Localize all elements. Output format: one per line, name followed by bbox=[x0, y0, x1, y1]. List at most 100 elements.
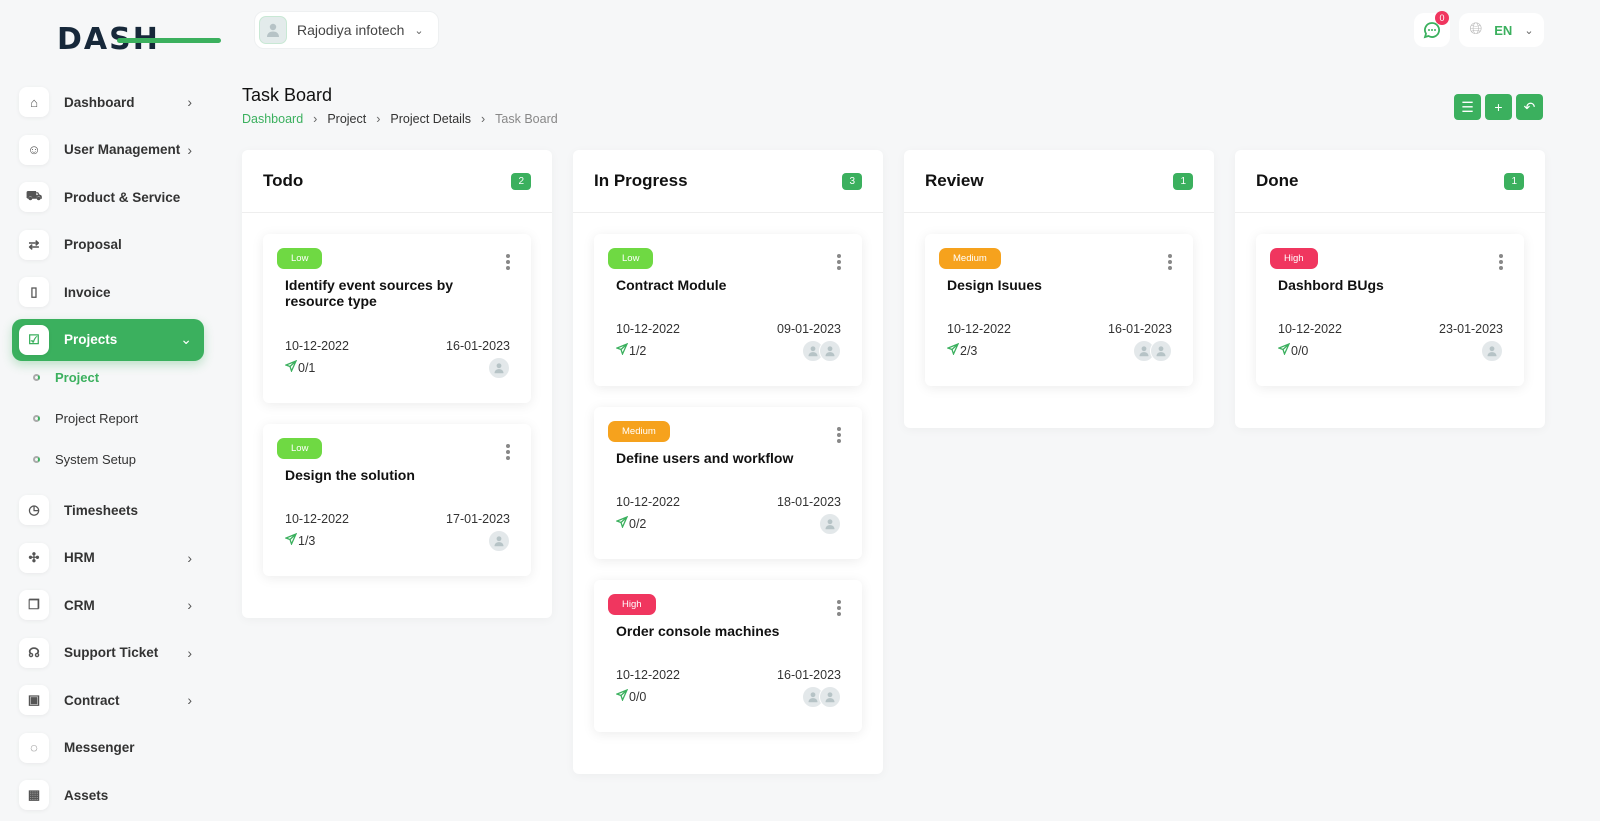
task-card[interactable]: Low Design the solution 10-12-2022 17-01-20… bbox=[263, 424, 531, 576]
avatar[interactable] bbox=[819, 340, 841, 362]
company-selector[interactable]: Rajodiya infotech ⌄ bbox=[254, 11, 439, 49]
task-dates: 10-12-2022 18-01-2023 bbox=[616, 495, 841, 509]
sidebar-item-label: Projects bbox=[64, 332, 118, 347]
sidebar-item-messenger[interactable]: ◌ Messenger bbox=[12, 727, 204, 769]
task-card[interactable]: High Dashbord BUgs 10-12-2022 23-01-2023 0/0 bbox=[1256, 234, 1524, 386]
sidebar-item-label: Contract bbox=[64, 692, 120, 708]
sidebar-item-label: Proposal bbox=[64, 237, 122, 252]
clock-icon: ◷ bbox=[19, 495, 49, 525]
assignees bbox=[1481, 340, 1503, 362]
task-count-badge: 1 bbox=[1504, 172, 1524, 190]
sidebar-item-contract[interactable]: ▣ Contract › bbox=[12, 679, 204, 721]
assignees bbox=[488, 530, 510, 552]
task-title[interactable]: Design Isuues bbox=[947, 277, 1042, 293]
breadcrumb: Dashboard › Project › Project Details › Tas… bbox=[242, 112, 558, 126]
column-header: In Progress 3 bbox=[573, 150, 883, 213]
breadcrumb-project[interactable]: Project bbox=[327, 112, 367, 126]
task-dates: 10-12-2022 23-01-2023 bbox=[1278, 322, 1503, 336]
more-options-icon[interactable] bbox=[837, 427, 841, 443]
task-dates: 10-12-2022 16-01-2023 bbox=[285, 339, 510, 353]
chevron-right-icon: › bbox=[187, 141, 192, 158]
more-options-icon[interactable] bbox=[837, 600, 841, 616]
subtask-value: 0/0 bbox=[1291, 343, 1309, 358]
sidebar-item-user-management[interactable]: ☺ User Management › bbox=[12, 129, 204, 171]
task-dates: 10-12-2022 16-01-2023 bbox=[616, 668, 841, 682]
proposal-icon: ⇄ bbox=[19, 229, 49, 260]
messages-button[interactable]: 0 bbox=[1414, 11, 1450, 47]
task-title[interactable]: Define users and workflow bbox=[616, 450, 794, 466]
more-options-icon[interactable] bbox=[506, 254, 510, 270]
task-card[interactable]: Medium Define users and workflow 10-12-202… bbox=[594, 407, 862, 559]
avatar[interactable] bbox=[1150, 340, 1172, 362]
sidebar-item-label: HRM bbox=[64, 550, 95, 565]
start-date: 10-12-2022 bbox=[616, 322, 680, 336]
due-date: 23-01-2023 bbox=[1439, 322, 1503, 336]
column-title: Todo bbox=[263, 171, 304, 190]
due-date: 17-01-2023 bbox=[446, 512, 510, 526]
back-button[interactable]: ↶ bbox=[1516, 94, 1543, 120]
more-options-icon[interactable] bbox=[1168, 254, 1172, 270]
user-avatar-icon bbox=[259, 16, 287, 44]
sidebar-item-projects[interactable]: ☑ Projects ⌄ bbox=[12, 318, 204, 361]
chevron-down-icon: ⌄ bbox=[414, 24, 424, 37]
sidebar-item-hrm[interactable]: ✣ HRM › bbox=[12, 537, 204, 579]
assignees bbox=[802, 340, 841, 362]
avatar[interactable] bbox=[488, 530, 510, 552]
more-options-icon[interactable] bbox=[837, 254, 841, 270]
chevron-right-icon: › bbox=[187, 692, 192, 708]
task-title[interactable]: Order console machines bbox=[616, 623, 780, 639]
sidebar-item-timesheets[interactable]: ◷ Timesheets bbox=[12, 489, 204, 531]
chevron-right-icon: › bbox=[187, 644, 192, 661]
sidebar-item-dashboard[interactable]: ⌂ Dashboard › bbox=[12, 81, 204, 123]
sidebar-item-label: User Management bbox=[64, 142, 181, 157]
list-view-button[interactable]: ☰ bbox=[1454, 94, 1481, 120]
avatar[interactable] bbox=[819, 513, 841, 535]
task-card[interactable]: Low Identify event sources by resource ty… bbox=[263, 234, 531, 403]
more-options-icon[interactable] bbox=[1499, 254, 1503, 270]
task-card[interactable]: Low Contract Module 10-12-2022 09-01-2023 1/… bbox=[594, 234, 862, 386]
sidebar-item-invoice[interactable]: ▯ Invoice bbox=[12, 271, 204, 313]
column-done: Done 1 High Dashbord BUgs 10-12-2022 23-01-20… bbox=[1235, 150, 1545, 428]
subtask-count: 0/2 bbox=[615, 515, 646, 531]
breadcrumb-project-details[interactable]: Project Details bbox=[390, 112, 471, 126]
sidebar-item-product-service[interactable]: ⛟ Product & Service bbox=[12, 176, 204, 218]
sidebar-subitem-system-setup[interactable]: System Setup bbox=[33, 452, 136, 467]
calculator-icon: ▦ bbox=[19, 780, 49, 810]
more-options-icon[interactable] bbox=[506, 444, 510, 460]
subtask-value: 0/1 bbox=[298, 360, 316, 375]
add-task-button[interactable]: + bbox=[1485, 94, 1512, 120]
task-title[interactable]: Design the solution bbox=[285, 467, 415, 483]
list-icon: ☰ bbox=[1461, 98, 1474, 115]
avatar[interactable] bbox=[819, 686, 841, 708]
breadcrumb-dashboard[interactable]: Dashboard bbox=[242, 112, 304, 126]
avatar[interactable] bbox=[488, 357, 510, 379]
start-date: 10-12-2022 bbox=[1278, 322, 1342, 336]
column-in-progress: In Progress 3 Low Contract Module 10-12-2022… bbox=[573, 150, 883, 774]
sidebar-subitem-project-report[interactable]: Project Report bbox=[33, 411, 138, 426]
priority-badge: Low bbox=[277, 248, 323, 269]
priority-badge: Low bbox=[277, 438, 323, 459]
users-icon: ☺ bbox=[19, 134, 49, 165]
task-card[interactable]: Medium Design Isuues 10-12-2022 16-01-2023 2… bbox=[925, 234, 1193, 386]
task-title[interactable]: Contract Module bbox=[616, 277, 727, 293]
task-title[interactable]: Identify event sources by resource type bbox=[285, 277, 454, 309]
send-icon bbox=[1277, 342, 1291, 358]
due-date: 16-01-2023 bbox=[446, 339, 510, 353]
sidebar-item-proposal[interactable]: ⇄ Proposal bbox=[12, 224, 204, 266]
start-date: 10-12-2022 bbox=[616, 495, 680, 509]
task-dates: 10-12-2022 09-01-2023 bbox=[616, 322, 841, 336]
task-title[interactable]: Dashbord BUgs bbox=[1278, 277, 1384, 293]
file-icon: ▯ bbox=[19, 277, 49, 307]
task-card[interactable]: High Order console machines 10-12-2022 16-0… bbox=[594, 580, 862, 732]
subtask-value: 1/3 bbox=[298, 533, 316, 548]
sidebar-item-label: Assets bbox=[64, 787, 109, 803]
sidebar-item-support-ticket[interactable]: ☊ Support Ticket › bbox=[12, 632, 204, 674]
sidebar-item-crm[interactable]: ❐ CRM › bbox=[12, 584, 204, 626]
priority-badge: High bbox=[1270, 248, 1318, 269]
avatar[interactable] bbox=[1481, 340, 1503, 362]
language-selector[interactable]: 🌐︎ EN ⌄ bbox=[1459, 13, 1544, 47]
sidebar-item-assets[interactable]: ▦ Assets bbox=[12, 774, 204, 816]
due-date: 16-01-2023 bbox=[777, 668, 841, 682]
sidebar-subitem-project[interactable]: Project bbox=[33, 370, 99, 385]
page-title: Task Board bbox=[242, 85, 333, 105]
